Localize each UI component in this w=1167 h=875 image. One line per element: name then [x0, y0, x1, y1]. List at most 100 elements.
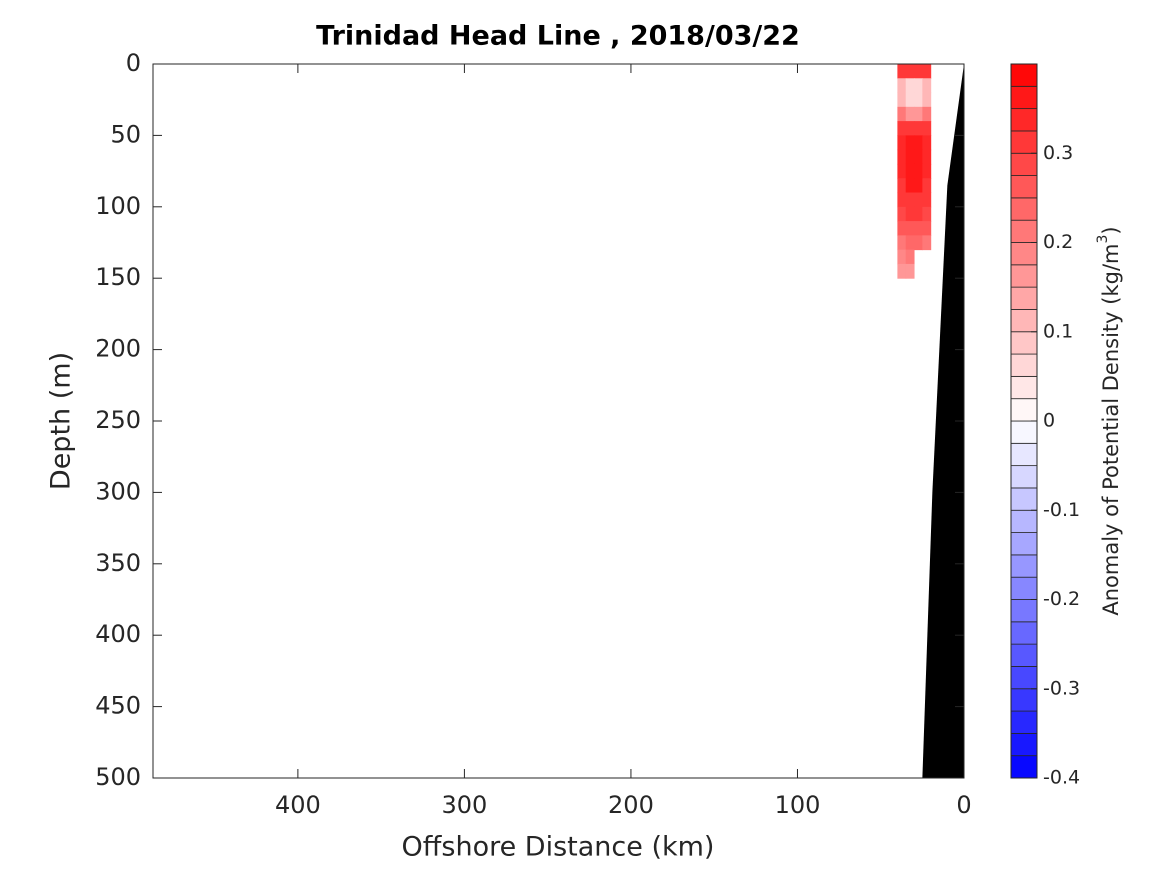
contour-cell [914, 92, 923, 108]
contour-cell [914, 106, 923, 122]
contour-cell [897, 221, 907, 236]
colorbar-tick-label: -0.1 [1043, 499, 1080, 521]
colorbar-band [1010, 264, 1038, 288]
colorbar-band [1010, 755, 1038, 779]
x-tick-label: 400 [275, 791, 321, 819]
contour-cell [905, 263, 915, 279]
y-tick-label: 350 [95, 549, 141, 577]
colorbar-band [1010, 85, 1038, 110]
y-tick-label: 200 [95, 335, 141, 363]
contour-cell [922, 64, 932, 79]
contour-cell [914, 149, 923, 165]
colorbar-band [1010, 599, 1038, 623]
y-tick-label: 450 [95, 692, 141, 720]
contour-cell [897, 135, 907, 151]
colorbar-band [1010, 353, 1038, 377]
x-tick-label: 200 [608, 791, 654, 819]
x-tick-label: 0 [956, 791, 971, 819]
contour-cell [897, 206, 907, 222]
colorbar-label-sup: 3 [1095, 235, 1111, 244]
contour-cell [922, 92, 932, 108]
contour-cell [914, 78, 923, 94]
colorbar-band [1010, 509, 1038, 533]
colorbar-band [1010, 666, 1038, 690]
contour-cell [905, 149, 915, 165]
contour-cell [914, 235, 923, 251]
colorbar-band [1010, 309, 1038, 333]
colorbar-label-end: ) [1099, 226, 1123, 234]
contour-cell [922, 221, 932, 236]
contour-cell [905, 206, 915, 222]
contour-cell [922, 106, 932, 122]
contour-cell [905, 64, 915, 79]
contour-cell [922, 78, 932, 94]
colorbar-tick-label: 0.3 [1043, 142, 1073, 164]
colorbar-tick-label: -0.3 [1043, 677, 1080, 699]
contour-cell [914, 221, 923, 236]
colorbar-band [1010, 152, 1038, 176]
contour-cell [905, 178, 915, 194]
colorbar-band [1010, 286, 1038, 310]
y-axis-label: Depth (m) [46, 352, 77, 490]
colorbar-tick-label: 0.2 [1043, 231, 1073, 253]
y-tick-label: 300 [95, 477, 141, 505]
colorbar-band [1010, 532, 1038, 556]
colorbar-band [1010, 710, 1038, 734]
colorbar-band [1010, 688, 1038, 712]
contour-cell [922, 235, 932, 251]
contour-cell [905, 92, 915, 108]
colorbar-tick-label: 0.1 [1043, 320, 1073, 342]
contour-cell [897, 235, 907, 251]
x-axis-label: Offshore Distance (km) [402, 832, 715, 863]
colorbar-band [1010, 331, 1038, 355]
contour-cell [905, 235, 915, 251]
contour-cell [897, 163, 907, 179]
colorbar-tick-label: -0.2 [1043, 588, 1080, 610]
chart-title: Trinidad Head Line , 2018/03/22 [316, 21, 800, 52]
colorbar-label-text: Anomaly of Potential Density (kg/m [1099, 244, 1123, 616]
colorbar-band [1010, 108, 1038, 132]
contour-cell [897, 249, 907, 265]
colorbar-band [1010, 219, 1038, 243]
colorbar-band [1010, 63, 1038, 87]
contour-cell [922, 178, 932, 194]
contour-cell [905, 163, 915, 179]
contour-cell [905, 78, 915, 94]
colorbar-band [1010, 375, 1038, 400]
contour-cell [897, 178, 907, 194]
contour-cell [905, 106, 915, 122]
contour-cell [897, 78, 907, 94]
contour-cell [914, 163, 923, 179]
y-tick-label: 0 [126, 49, 141, 77]
colorbar-band [1010, 732, 1038, 757]
contour-cell [897, 92, 907, 108]
contour-cell [905, 121, 915, 136]
y-tick-label: 50 [110, 120, 141, 148]
contour-cell [897, 64, 907, 79]
x-tick-label: 100 [775, 791, 821, 819]
contour-cell [914, 121, 923, 136]
contour-cell [914, 178, 923, 194]
contour-cell [914, 192, 923, 208]
contour-cell [922, 192, 932, 208]
contour-cell [897, 149, 907, 165]
contour-cell [922, 163, 932, 179]
colorbar-band [1010, 554, 1038, 578]
y-tick-label: 100 [95, 192, 141, 220]
contour-cell [914, 64, 923, 79]
colorbar-band [1010, 643, 1038, 667]
bathymetry [922, 64, 964, 778]
contour-cell [897, 263, 907, 279]
colorbar-band [1010, 576, 1038, 600]
axes-box [152, 63, 965, 779]
contour-cell [905, 249, 915, 265]
colorbar-band [1010, 398, 1038, 422]
y-tick-label: 150 [95, 263, 141, 291]
colorbar-label: Anomaly of Potential Density (kg/m3) [1095, 226, 1123, 615]
contour-cell [905, 221, 915, 236]
colorbar-band [1010, 487, 1038, 511]
contour-cell [922, 149, 932, 165]
contour-cell [922, 206, 932, 222]
y-tick-label: 250 [95, 406, 141, 434]
colorbar-tick-label: -0.4 [1043, 767, 1080, 789]
